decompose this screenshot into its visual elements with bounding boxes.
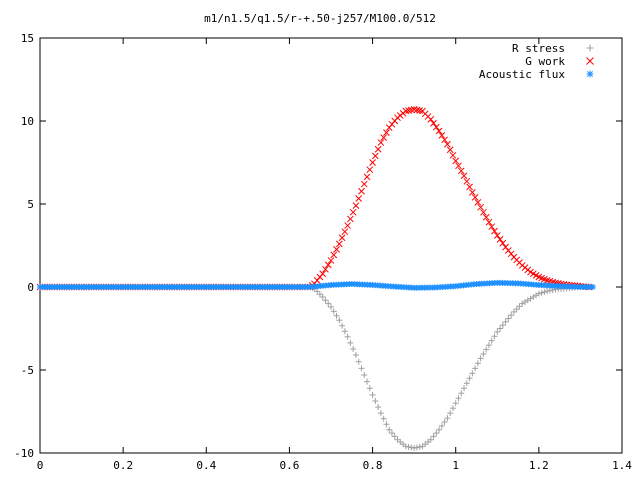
data-point-d2 [507, 250, 515, 258]
data-point-d2 [327, 257, 335, 264]
axis-ticks: 0 0.2 0.4 0.6 0.8 1 1.2 1.4 -10 -5 0 5 10 15 [14, 32, 632, 472]
data-point-d2 [505, 247, 512, 254]
data-point-d2 [430, 119, 437, 127]
data-point-d2 [449, 151, 457, 159]
data-point-d2 [330, 251, 338, 259]
data-point-d2 [452, 157, 460, 165]
data-point-d2 [435, 127, 443, 135]
data-point-d2 [432, 123, 440, 131]
data-point-d2 [474, 198, 482, 206]
data-point-d2 [480, 208, 487, 216]
data-point-d2 [335, 240, 343, 248]
data-point-d2 [499, 239, 507, 247]
data-point-d2 [477, 203, 485, 211]
data-point-d2 [482, 213, 490, 221]
data-point-d2 [496, 236, 504, 243]
y-tick-label: 10 [21, 115, 34, 128]
x-tick-label: 0.2 [113, 459, 133, 472]
data-point-d2 [463, 177, 471, 185]
data-point-d2 [358, 187, 365, 195]
data-point-d2 [366, 166, 374, 174]
y-tick-label: 5 [27, 198, 34, 211]
legend-marker-d2 [587, 71, 593, 77]
data-point-d2 [444, 140, 451, 148]
data-point-d2 [360, 180, 368, 188]
data-point-d2 [468, 189, 476, 196]
data-point-d2 [485, 218, 493, 226]
data-point-d2 [319, 270, 327, 278]
data-point-d2 [416, 107, 424, 114]
data-point-d2 [546, 277, 554, 285]
data-point-d2 [491, 227, 498, 235]
x-tick-label: 1 [452, 459, 459, 472]
chart-title: m1/n1.5/q1.5/r-+.50-j257/M100.0/512 [204, 12, 436, 25]
data-point-d2 [466, 183, 473, 191]
data-point-d2 [460, 172, 468, 180]
legend-marker-d2 [586, 57, 594, 65]
data-point-d2 [410, 106, 418, 113]
data-point-d2 [371, 152, 379, 160]
data-point-d2 [369, 159, 376, 166]
data-point-d2 [441, 136, 448, 144]
x-tick-label: 0.8 [363, 459, 383, 472]
data-point-d2 [488, 223, 496, 231]
y-tick-label: 0 [27, 281, 34, 294]
data-point-d2 [333, 246, 340, 253]
data-point-d2 [535, 273, 543, 281]
data-point-d2 [413, 106, 421, 114]
legend-label: Acoustic flux [479, 68, 565, 81]
data-point-d2 [502, 243, 509, 251]
data-point-d2 [446, 146, 454, 154]
data-point-d2 [438, 132, 446, 139]
data-point-d2 [355, 195, 363, 202]
y-tick-label: 15 [21, 32, 34, 45]
data-point-d2 [457, 167, 465, 175]
data-point-d2 [493, 232, 501, 239]
legend-label: G work [525, 55, 565, 68]
data-point-d2 [338, 234, 346, 242]
data-point-d2 [349, 208, 357, 216]
data-point-d2 [374, 145, 382, 153]
series-layer [36, 106, 596, 452]
data-point-d2 [543, 277, 551, 284]
data-point-d2 [352, 202, 360, 210]
data-point-d2 [322, 265, 329, 273]
x-tick-label: 0.4 [196, 459, 216, 472]
legend-label: R stress [512, 42, 565, 55]
data-point-d2 [324, 261, 332, 269]
y-tick-label: -10 [14, 447, 34, 460]
x-tick-label: 0.6 [279, 459, 299, 472]
series-acoustic-flux [37, 279, 596, 291]
data-point-d2 [471, 194, 479, 201]
data-point-d2 [347, 215, 354, 223]
data-point-d2 [529, 270, 537, 278]
data-point-d2 [455, 162, 462, 170]
plot-frame [39, 37, 623, 454]
data-point-d2 [341, 228, 349, 236]
data-point-d2 [532, 272, 540, 279]
x-tick-label: 0 [37, 459, 44, 472]
data-point-d2 [383, 129, 390, 136]
series-r-stress [37, 284, 592, 452]
data-point-d2 [527, 268, 534, 276]
data-point-d2 [538, 274, 545, 282]
x-tick-label: 1.2 [529, 459, 549, 472]
data-point-d2 [363, 173, 371, 181]
x-tick-label: 1.4 [612, 459, 632, 472]
data-point-d2 [344, 222, 351, 229]
data-point-d2 [541, 275, 548, 283]
data-point-d2 [377, 139, 385, 146]
data-point-d2 [427, 115, 435, 123]
series-g-work [36, 106, 593, 291]
data-point-d2 [590, 284, 596, 290]
data-point-d2 [380, 134, 388, 141]
y-tick-label: -5 [21, 364, 34, 377]
